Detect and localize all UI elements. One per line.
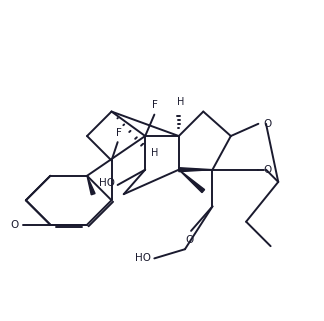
Polygon shape	[87, 176, 95, 195]
Text: O: O	[185, 235, 194, 246]
Text: O: O	[10, 220, 18, 230]
Text: HO: HO	[135, 253, 151, 264]
Text: F: F	[116, 128, 122, 138]
Text: F: F	[152, 100, 158, 110]
Text: O: O	[263, 165, 271, 175]
Text: H: H	[151, 148, 159, 158]
Text: O: O	[263, 119, 271, 129]
Text: HO: HO	[98, 178, 115, 188]
Polygon shape	[179, 168, 213, 172]
Polygon shape	[179, 170, 205, 193]
Text: H: H	[177, 97, 184, 107]
